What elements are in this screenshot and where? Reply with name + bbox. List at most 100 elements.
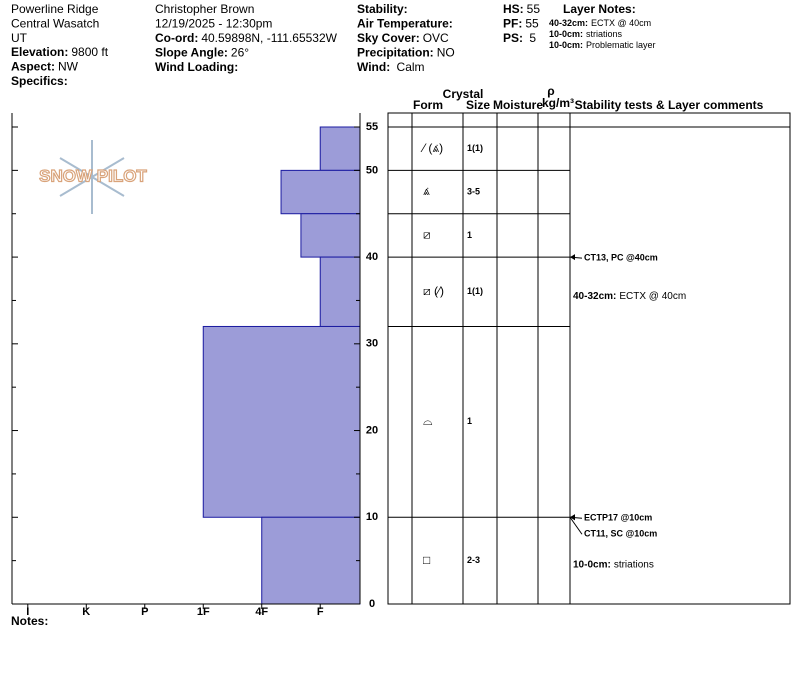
column-header: kg/m³	[542, 96, 574, 110]
test-result: ECTP17 @10cm	[584, 513, 652, 523]
layer-note-label: 40-32cm:	[549, 18, 588, 28]
x-tick-label: 1F	[197, 606, 210, 618]
field: Slope Angle: 26°	[155, 46, 249, 60]
field-label: Stability:	[357, 2, 408, 16]
field-label: Wind Loading:	[155, 60, 238, 74]
field: Stability:	[357, 2, 408, 16]
layer-comment-label: 10-0cm:	[573, 559, 611, 570]
notes: Notes:	[11, 614, 48, 628]
field: PF: 55	[503, 17, 539, 31]
field: HS: 55	[503, 2, 540, 16]
field: Air Temperature:	[357, 17, 453, 31]
field-value: 5	[526, 31, 536, 45]
field-label: Aspect:	[11, 60, 55, 74]
test-arrow	[569, 516, 583, 535]
field-label: Wind:	[357, 60, 390, 74]
field-label: HS:	[503, 2, 524, 16]
logo	[59, 140, 125, 214]
test-result: CT13, PC @40cm	[584, 252, 658, 262]
x-tick-label: I	[26, 606, 29, 618]
layer-note: 40-32cm: ECTX @ 40cm	[549, 18, 651, 28]
grain-form: □	[423, 553, 430, 567]
field-value: NW	[58, 60, 79, 74]
layer-note-label: 10-0cm:	[549, 40, 583, 50]
field-value: 55	[527, 2, 541, 16]
layer-note-value: striations	[586, 29, 623, 39]
field-label: Co-ord:	[155, 31, 198, 45]
field: Co-ord: 40.59898N, -111.65532W	[155, 31, 338, 45]
x-tick-label: F	[317, 606, 324, 618]
hardness-layer	[280, 169, 361, 215]
layer-comment-label: 40-32cm:	[573, 290, 616, 301]
grain-size: 1(1)	[467, 286, 483, 296]
layer-notes-title: Layer Notes:	[563, 2, 636, 16]
grain-size: 1(1)	[467, 143, 483, 153]
field-label: Slope Angle:	[155, 46, 228, 60]
field-value: OVC	[423, 31, 449, 45]
y-tick-label: 20	[366, 424, 378, 436]
grain-size: 2-3	[467, 555, 480, 565]
field: Aspect: NW	[11, 60, 79, 74]
grain-size: 3-5	[467, 186, 480, 196]
logo-text: SNOW PILOT	[39, 166, 147, 185]
grain-form: ⩓̇	[423, 184, 430, 198]
field: Elevation: 9800 ft	[11, 45, 109, 59]
grain-form: ⧄	[423, 228, 431, 242]
location: Central Wasatch	[11, 17, 99, 31]
layer-note-label: 10-0cm:	[549, 29, 583, 39]
field-label: PS:	[503, 31, 523, 45]
field-value: 9800 ft	[71, 45, 108, 59]
layer-note-value: Problematic layer	[586, 40, 656, 50]
field: Sky Cover: OVC	[357, 31, 449, 45]
arrow-head	[570, 514, 575, 521]
y-tick-label: 0	[369, 598, 375, 610]
layer-comment-text: striations	[614, 559, 654, 570]
arrow-head	[570, 254, 575, 261]
field: Specifics:	[11, 74, 68, 88]
y-tick-label: 10	[366, 511, 378, 523]
hardness-layer	[261, 516, 361, 605]
x-tick-label: K	[82, 606, 90, 618]
field-label: Elevation:	[11, 45, 68, 59]
datetime: 12/19/2025 - 12:30pm	[155, 17, 272, 31]
field-label: PF:	[503, 17, 522, 31]
y-tick-label: 50	[366, 164, 378, 176]
column-header: Moisture	[493, 98, 543, 112]
field-value: NO	[437, 46, 455, 60]
observer: Christopher Brown	[155, 2, 254, 16]
field: Wind: Calm	[357, 60, 425, 74]
hardness-layer	[202, 325, 361, 518]
field-value: Calm	[393, 60, 424, 74]
y-tick-label: 40	[366, 251, 378, 263]
layer-note: 10-0cm: Problematic layer	[549, 40, 656, 50]
grain-form: ⁄ (⩓̇)	[420, 141, 443, 155]
grain-form: ⌓	[423, 414, 433, 428]
hardness-layer	[319, 256, 361, 327]
column-header: Size	[466, 98, 490, 112]
location: UT	[11, 31, 28, 45]
x-tick-label: 4F	[255, 606, 268, 618]
x-tick-label: P	[141, 606, 148, 618]
field-label: Air Temperature:	[357, 17, 453, 31]
layer-note-value: ECTX @ 40cm	[591, 18, 651, 28]
field: Wind Loading:	[155, 60, 238, 74]
field-value: 26°	[231, 46, 249, 60]
field-value: 55	[525, 17, 539, 31]
field-label: Specifics:	[11, 74, 68, 88]
column-header: Crystal	[443, 87, 484, 101]
grain-size: 1	[467, 230, 472, 240]
field-value: 40.59898N, -111.65532W	[201, 31, 337, 45]
grain-form: ⧄ (⁄)	[423, 284, 444, 298]
grain-size: 1	[467, 416, 472, 426]
field-label: Precipitation:	[357, 46, 434, 60]
field: PS: 5	[503, 31, 536, 45]
field: Precipitation: NO	[357, 46, 455, 60]
hardness-layer	[319, 126, 361, 171]
column-header: Form	[413, 98, 443, 112]
layer-comment: 10-0cm: striations	[573, 559, 654, 570]
hardness-layer	[300, 213, 361, 258]
table-frame	[387, 112, 791, 605]
y-tick-label: 55	[366, 121, 378, 133]
test-result: CT11, SC @10cm	[584, 529, 657, 539]
